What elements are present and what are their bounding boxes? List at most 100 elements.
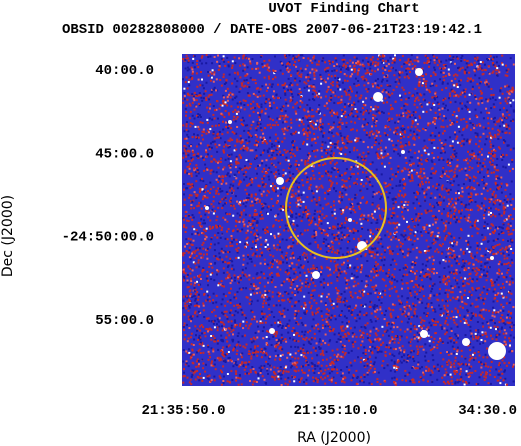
noise-pixel <box>394 130 397 133</box>
noise-pixel <box>478 140 481 143</box>
noise-pixel <box>476 182 479 185</box>
noise-pixel <box>213 140 216 143</box>
noise-pixel <box>457 109 460 112</box>
noise-pixel <box>338 237 341 240</box>
noise-pixel <box>286 209 289 212</box>
noise-pixel <box>333 65 336 67</box>
noise-pixel <box>266 315 269 318</box>
noise-pixel <box>497 199 500 202</box>
noise-pixel <box>342 344 345 347</box>
noise-pixel <box>358 153 361 156</box>
noise-pixel <box>292 238 294 241</box>
noise-pixel <box>325 170 327 173</box>
noise-pixel <box>268 154 271 157</box>
noise-pixel <box>279 260 282 263</box>
noise-pixel <box>489 369 491 372</box>
noise-pixel <box>430 142 433 145</box>
noise-pixel <box>492 200 495 203</box>
noise-pixel <box>235 248 238 251</box>
noise-pixel <box>196 169 199 172</box>
noise-pixel <box>245 287 248 290</box>
noise-pixel <box>440 245 443 248</box>
noise-pixel <box>480 260 483 263</box>
noise-pixel <box>495 328 497 331</box>
noise-pixel <box>229 166 232 169</box>
noise-pixel <box>378 346 380 349</box>
noise-pixel <box>509 334 512 337</box>
noise-pixel <box>449 94 452 97</box>
noise-pixel <box>185 114 187 117</box>
noise-pixel <box>452 296 455 299</box>
noise-pixel <box>365 79 368 82</box>
noise-pixel <box>332 200 335 203</box>
noise-pixel <box>369 367 372 370</box>
noise-pixel <box>468 367 471 370</box>
noise-pixel <box>451 345 454 348</box>
noise-pixel <box>331 70 334 73</box>
noise-pixel <box>448 74 451 76</box>
noise-pixel <box>314 218 316 221</box>
noise-pixel <box>226 373 229 375</box>
noise-pixel <box>449 119 452 122</box>
noise-pixel <box>216 342 219 345</box>
noise-pixel <box>279 347 282 350</box>
noise-pixel <box>198 201 201 204</box>
noise-pixel <box>496 188 498 191</box>
noise-pixel <box>343 381 346 384</box>
noise-pixel <box>208 148 211 151</box>
noise-pixel <box>305 336 308 339</box>
noise-pixel <box>436 363 439 366</box>
noise-pixel <box>461 190 464 193</box>
noise-pixel <box>296 165 299 167</box>
noise-pixel <box>341 59 344 61</box>
noise-pixel <box>183 204 186 206</box>
noise-pixel <box>352 165 355 168</box>
noise-pixel <box>447 191 450 194</box>
noise-pixel <box>491 136 494 139</box>
noise-pixel <box>234 310 237 313</box>
noise-pixel <box>376 253 379 256</box>
noise-pixel <box>304 115 307 118</box>
noise-pixel <box>394 232 396 234</box>
noise-pixel <box>369 235 372 238</box>
noise-pixel <box>218 359 221 362</box>
noise-pixel <box>375 118 378 121</box>
noise-pixel <box>221 226 224 229</box>
noise-pixel <box>507 124 510 127</box>
noise-pixel <box>361 331 364 334</box>
noise-pixel <box>201 84 204 87</box>
noise-pixel <box>319 248 322 251</box>
noise-pixel <box>343 299 346 302</box>
noise-pixel <box>318 110 321 113</box>
noise-pixel <box>433 66 436 69</box>
noise-pixel <box>234 62 237 65</box>
noise-pixel <box>186 286 189 289</box>
noise-pixel <box>396 253 399 255</box>
noise-pixel <box>197 152 200 155</box>
noise-pixel <box>467 297 470 299</box>
noise-pixel <box>488 309 491 312</box>
noise-pixel <box>455 272 458 275</box>
noise-pixel <box>239 322 242 325</box>
noise-pixel <box>343 345 346 347</box>
noise-pixel <box>260 296 263 299</box>
noise-pixel <box>284 120 287 123</box>
noise-pixel <box>209 356 211 359</box>
noise-pixel <box>265 295 268 298</box>
noise-pixel <box>467 324 470 326</box>
noise-pixel <box>311 161 314 164</box>
noise-pixel <box>284 254 287 257</box>
noise-pixel <box>331 370 334 373</box>
noise-pixel <box>186 165 189 168</box>
noise-pixel <box>443 208 445 211</box>
noise-pixel <box>281 282 284 285</box>
noise-pixel <box>326 189 329 192</box>
noise-pixel <box>304 285 307 288</box>
noise-pixel <box>324 141 327 144</box>
noise-pixel <box>428 344 431 347</box>
noise-pixel <box>367 60 370 63</box>
noise-pixel <box>409 292 412 295</box>
noise-pixel <box>470 193 473 196</box>
noise-pixel <box>183 183 185 185</box>
noise-pixel <box>231 340 234 343</box>
